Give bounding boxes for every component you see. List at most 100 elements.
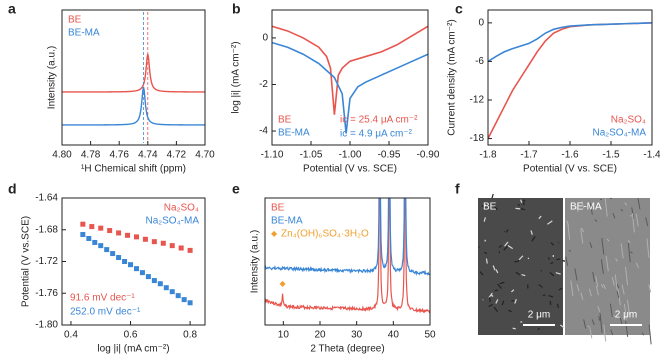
legend-label: Na₂SO₄-MA xyxy=(145,216,199,227)
texture xyxy=(494,289,499,292)
texture xyxy=(565,256,569,266)
texture xyxy=(620,208,624,212)
texture xyxy=(648,324,652,345)
x-tick-label: 4.76 xyxy=(109,150,129,161)
x-tick-label: -1.8 xyxy=(479,150,497,161)
data-point xyxy=(98,225,104,231)
texture xyxy=(594,219,598,222)
texture xyxy=(558,287,563,291)
texture xyxy=(606,238,610,242)
texture xyxy=(512,327,516,330)
texture xyxy=(599,198,603,201)
texture xyxy=(495,299,499,304)
texture xyxy=(542,294,546,297)
axes-frame xyxy=(264,197,431,326)
texture xyxy=(576,284,580,292)
panel-letter: e xyxy=(232,181,240,197)
texture xyxy=(627,239,631,243)
x-tick-label: -1.5 xyxy=(602,150,620,161)
texture xyxy=(483,251,488,255)
texture xyxy=(479,271,484,276)
texture xyxy=(635,213,639,227)
data-point xyxy=(160,240,166,246)
texture xyxy=(597,306,601,313)
texture xyxy=(603,283,607,290)
texture xyxy=(483,217,486,222)
data-point xyxy=(128,262,134,268)
legend-label: BE-MA xyxy=(68,28,100,39)
data-point xyxy=(80,221,86,227)
y-tick-label: 0 xyxy=(478,17,484,28)
texture xyxy=(492,204,498,210)
texture xyxy=(488,303,493,308)
texture xyxy=(589,203,593,215)
texture xyxy=(530,230,533,235)
x-tick-label: 20 xyxy=(314,330,326,341)
texture xyxy=(491,193,494,199)
texture xyxy=(614,274,618,292)
data-point xyxy=(107,228,113,234)
texture xyxy=(581,201,585,209)
data-point xyxy=(178,245,184,251)
scale-bar-label: 2 μm xyxy=(528,310,550,321)
texture xyxy=(550,261,554,265)
annotation: ic = 4.9 μA cm⁻² xyxy=(340,129,413,140)
texture xyxy=(631,207,635,219)
texture xyxy=(559,324,565,328)
texture xyxy=(515,207,521,210)
data-point xyxy=(133,234,139,240)
texture xyxy=(478,246,480,248)
panel-letter: b xyxy=(232,1,241,17)
data-line xyxy=(272,25,428,115)
y-tick-label: -1.76 xyxy=(35,288,58,299)
x-tick-label: 30 xyxy=(351,330,363,341)
texture xyxy=(556,303,559,309)
y-axis-label: Current density (mA cm⁻²) xyxy=(447,19,458,135)
xrd-line xyxy=(265,198,430,314)
y-axis-label: Intensity (a.u.) xyxy=(47,46,58,109)
data-point xyxy=(151,239,157,245)
texture xyxy=(641,332,645,336)
texture xyxy=(575,206,579,213)
texture xyxy=(538,215,542,220)
texture xyxy=(574,268,578,281)
texture xyxy=(587,325,590,328)
x-tick-label: -1.10 xyxy=(261,150,284,161)
x-tick-label: 0.4 xyxy=(64,330,78,341)
data-point xyxy=(116,255,122,261)
y-tick-label: -4 xyxy=(259,126,268,137)
y-tick-label: -12 xyxy=(470,95,485,106)
x-tick-label: -1.05 xyxy=(300,150,323,161)
x-axis-label: Potential (V vs. SCE) xyxy=(303,164,397,175)
x-tick-label: -1.00 xyxy=(339,150,362,161)
data-point xyxy=(139,270,145,276)
legend-marker: ◆ xyxy=(271,229,278,238)
data-point xyxy=(116,230,122,236)
legend-label: Na₂SO₄-MA xyxy=(592,128,646,139)
texture xyxy=(581,227,585,233)
texture xyxy=(599,313,603,333)
texture xyxy=(531,236,536,242)
texture xyxy=(610,329,614,336)
x-tick-label: 4.78 xyxy=(81,150,101,161)
texture xyxy=(548,257,550,260)
plot-area xyxy=(265,198,430,314)
data-line xyxy=(272,41,428,134)
x-tick-label: 4.74 xyxy=(138,150,158,161)
texture xyxy=(549,272,555,277)
texture xyxy=(556,258,561,261)
y-axis-label: Potential (V vs.SCE) xyxy=(21,216,32,307)
texture xyxy=(621,284,625,295)
y-tick-label: -1.80 xyxy=(35,320,58,331)
plot-area xyxy=(62,12,205,143)
texture xyxy=(566,220,570,227)
x-tick-label: -1.6 xyxy=(561,150,579,161)
texture xyxy=(499,281,505,285)
texture xyxy=(600,259,604,275)
texture xyxy=(612,213,616,219)
texture xyxy=(631,213,635,233)
data-point xyxy=(145,274,151,280)
texture xyxy=(609,197,613,200)
data-point xyxy=(169,289,175,295)
